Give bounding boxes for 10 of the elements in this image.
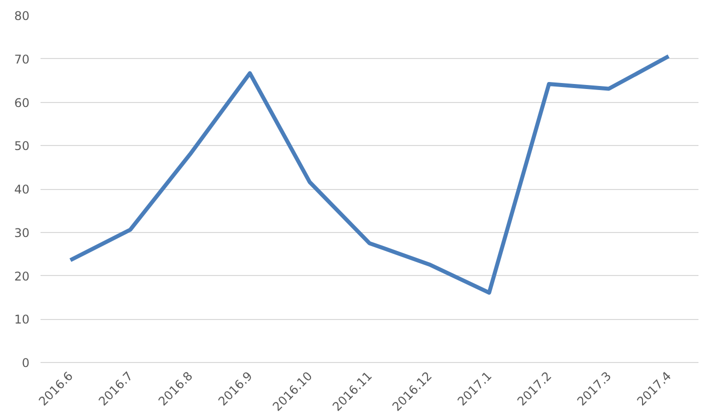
y-tick-label: 20	[14, 269, 30, 284]
y-tick-label: 80	[14, 9, 30, 23]
y-tick-label: 50	[14, 139, 30, 154]
y-tick-label: 30	[14, 226, 30, 240]
y-tick-label: 60	[14, 96, 30, 110]
y-tick-label: 40	[14, 182, 30, 196]
y-tick-label: 10	[14, 312, 30, 327]
line-series	[68, 54, 671, 295]
y-tick-label: 0	[22, 356, 30, 370]
y-tick-label: 70	[14, 52, 30, 66]
